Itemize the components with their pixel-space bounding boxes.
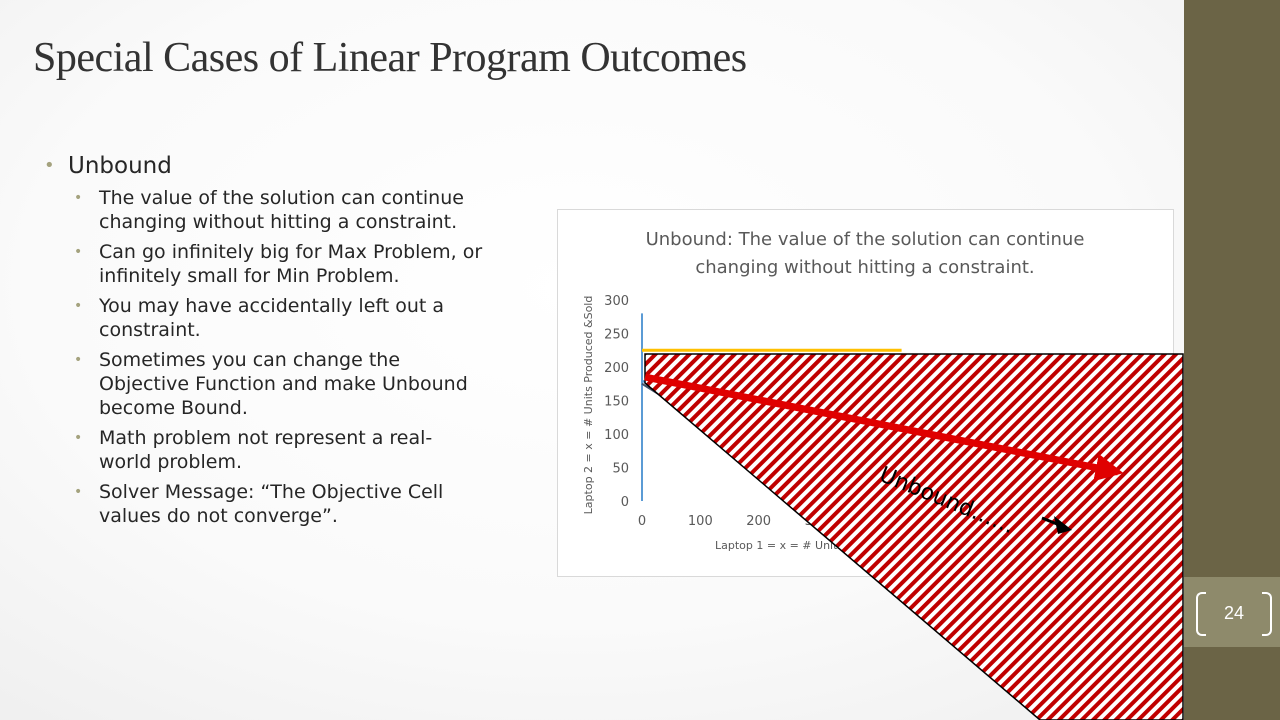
unbounded-region <box>644 353 1184 720</box>
bullet-dot-icon: • <box>74 430 83 446</box>
sub-bullet-text: You may have accidentally left out a con… <box>99 295 445 341</box>
y-tick-label: 100 <box>604 428 629 443</box>
sub-bullet-text: Solver Message: “The Objective Cell valu… <box>99 481 444 527</box>
sub-bullet-text: Can go infinitely big for Max Problem, o… <box>99 241 483 287</box>
bullet-dot-icon: • <box>74 244 83 260</box>
sub-bullet-text: Sometimes you can change the Objective F… <box>99 349 468 419</box>
x-tick-label: 200 <box>746 514 771 529</box>
y-tick-labels: 0 50 100 150 200 250 300 <box>604 294 629 510</box>
sub-bullet: • The value of the solution can continue … <box>74 186 484 234</box>
y-tick-label: 250 <box>604 328 629 343</box>
sub-bullet: • You may have accidentally left out a co… <box>74 294 484 342</box>
bullet-list: • Unbound • The value of the solution can… <box>44 150 484 534</box>
y-tick-label: 0 <box>621 495 629 510</box>
y-tick-label: 50 <box>612 462 629 477</box>
bullet-dot-icon: • <box>74 298 83 314</box>
bullet-main-text: Unbound <box>68 153 172 179</box>
sub-bullet: • Solver Message: “The Objective Cell val… <box>74 480 484 528</box>
bullet-main: • Unbound <box>44 150 484 182</box>
bullet-dot-icon: • <box>44 155 55 176</box>
slide-title: Special Cases of Linear Program Outcomes <box>33 35 747 81</box>
sub-bullet-text: The value of the solution can continue c… <box>99 187 464 233</box>
chart-title-line: changing without hitting a constraint. <box>695 257 1034 278</box>
arrow-right-icon <box>1041 516 1072 534</box>
page-number: 24 <box>1196 592 1272 636</box>
sub-bullet: • Math problem not represent a real-world… <box>74 426 484 474</box>
objective-direction-arrow <box>644 373 1124 482</box>
sub-bullet-text: Math problem not represent a real-world … <box>99 427 433 473</box>
x-tick-label: 0 <box>638 514 646 529</box>
bullet-dot-icon: • <box>74 190 83 206</box>
y-tick-label: 300 <box>604 294 629 309</box>
y-tick-label: 200 <box>604 361 629 376</box>
x-axis-label: Laptop 1 = x = # Units P <box>715 539 854 552</box>
sub-bullet: • Sometimes you can change the Objective … <box>74 348 484 420</box>
y-axis-label: Laptop 2 = x = # Units Produced &Sold <box>582 296 595 515</box>
chart-title-line: Unbound: The value of the solution can c… <box>646 229 1085 250</box>
y-tick-label: 150 <box>604 395 629 410</box>
x-tick-label: 100 <box>688 514 713 529</box>
bullet-dot-icon: • <box>74 352 83 368</box>
bullet-dot-icon: • <box>74 484 83 500</box>
sub-bullet-list: • The value of the solution can continue … <box>44 186 484 528</box>
sub-bullet: • Can go infinitely big for Max Problem, … <box>74 240 484 288</box>
